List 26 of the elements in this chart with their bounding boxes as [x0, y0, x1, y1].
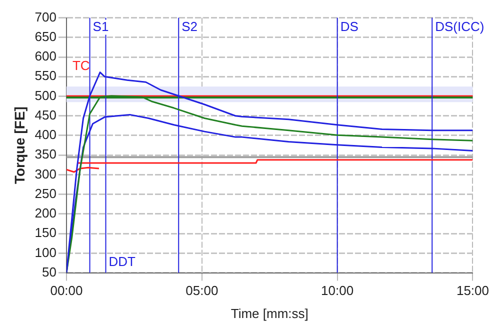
x-tick-label: 00:00	[50, 283, 83, 298]
y-tick-label: 400	[34, 127, 56, 142]
x-tick-label: 10:00	[321, 283, 354, 298]
y-tick-label: 450	[34, 107, 56, 122]
x-axis-title: Time [mm:ss]	[230, 306, 308, 321]
annotation: TC	[72, 58, 90, 73]
ref-line-label: S1	[92, 18, 109, 34]
y-tick-label: 150	[34, 225, 56, 240]
y-tick-label: 600	[34, 48, 56, 64]
y-tick-label: 50	[42, 264, 56, 280]
ref-line-label: S2	[182, 18, 198, 34]
y-tick-label: 350	[34, 146, 56, 162]
ref-line-label: DS	[340, 18, 359, 34]
y-tick-label: 700	[34, 9, 56, 24]
y-tick-label: 550	[34, 68, 56, 84]
y-tick-label: 500	[34, 88, 56, 103]
ref-line-label: DDT	[108, 254, 136, 269]
x-tick-label: 15:00	[456, 283, 490, 298]
y-tick-label: 250	[34, 186, 56, 201]
x-tick-label: 05:00	[186, 283, 218, 298]
y-tick-label: 200	[34, 206, 56, 221]
ref-line-label: DS(ICC)	[435, 18, 484, 34]
y-tick-label: 650	[34, 28, 56, 44]
y-tick-label: 300	[34, 166, 56, 182]
y-tick-label: 100	[34, 244, 56, 260]
y-axis-title: Torque [FE]	[11, 106, 28, 184]
